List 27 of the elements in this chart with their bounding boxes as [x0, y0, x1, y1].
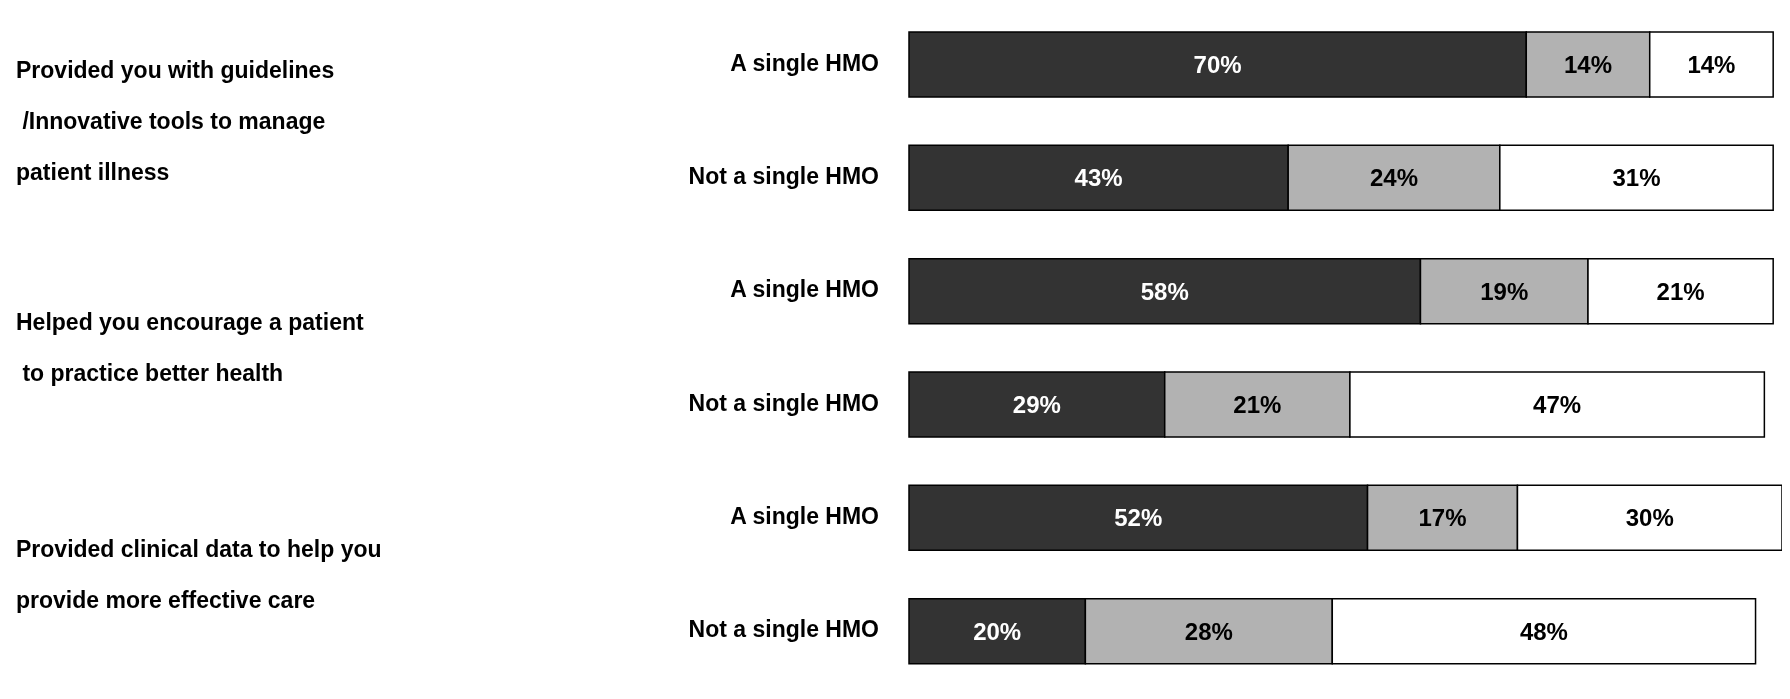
- text: Provided you with guidelines /Innovative tools to manage patient illness: [16, 55, 336, 187]
- text: Provided clinical data to help you provide more effective care: [16, 534, 383, 615]
- data-label: 48%: [1519, 617, 1568, 645]
- y-tick-label: Not a single HMO: [688, 389, 879, 416]
- data-label: 31%: [1612, 164, 1661, 192]
- data-label: 14%: [1563, 51, 1613, 79]
- data-label: 29%: [1012, 391, 1061, 419]
- y-tick-label: A single HMO: [730, 503, 879, 530]
- data-label: 70%: [1193, 51, 1242, 79]
- data-label: 17%: [1418, 504, 1467, 532]
- y-tick-label: Not a single HMO: [688, 616, 879, 643]
- data-label: 43%: [1074, 164, 1123, 192]
- data-label: 21%: [1656, 277, 1705, 305]
- data-label: 21%: [1233, 391, 1282, 419]
- y-tick-label: Not a single HMO: [688, 163, 879, 190]
- data-label: 52%: [1114, 504, 1163, 532]
- data-label: 58%: [1140, 277, 1189, 305]
- text: Helped you encourage a patient to practice better health: [16, 308, 365, 388]
- data-label: 28%: [1184, 617, 1233, 645]
- data-label: 20%: [973, 617, 1022, 645]
- data-label: 14%: [1687, 51, 1736, 79]
- data-label: 47%: [1533, 391, 1582, 419]
- data-label: 19%: [1480, 277, 1529, 305]
- y-tick-label: A single HMO: [730, 276, 879, 303]
- data-label: 30%: [1625, 504, 1674, 532]
- y-tick-label: A single HMO: [730, 49, 879, 76]
- data-label: 24%: [1369, 164, 1419, 192]
